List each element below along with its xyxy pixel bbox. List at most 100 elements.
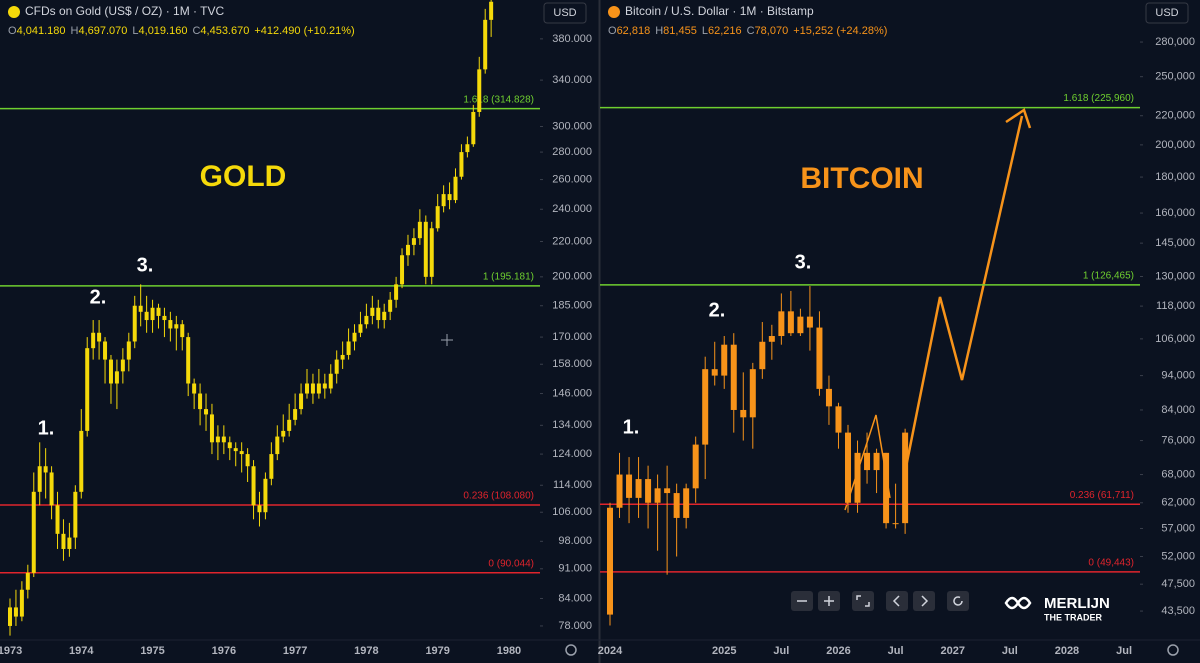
ohlc-item: 4,019.160 <box>139 25 188 37</box>
wave-label: 2. <box>709 299 726 321</box>
candle-body <box>845 432 851 503</box>
y-tick-label: 250,000 <box>1155 71 1195 83</box>
ohlc-item: 4,041.180 <box>17 25 66 37</box>
y-tick-label: 118,000 <box>1156 300 1195 312</box>
y-tick-label: 130,000 <box>1155 270 1195 282</box>
candle-body <box>825 388 832 407</box>
candle-body <box>67 537 72 549</box>
candle-body <box>120 359 125 372</box>
fib-label: 1 (195.181) <box>483 272 534 283</box>
scroll-right-button[interactable] <box>913 591 935 611</box>
candle-body <box>721 344 728 376</box>
y-tick-label: 124.000 <box>552 448 592 460</box>
currency-button[interactable] <box>543 2 587 24</box>
x-tick-label: 1976 <box>212 645 236 657</box>
wave-label: 1. <box>38 417 55 439</box>
chart-label: GOLD <box>200 160 287 193</box>
candle-body <box>352 332 357 342</box>
candle-body <box>429 228 434 277</box>
candle-body <box>293 409 298 420</box>
candle-body <box>251 466 256 506</box>
candle-body <box>108 359 113 384</box>
candle-body <box>126 341 131 360</box>
candle-body <box>25 572 30 590</box>
reset-button[interactable] <box>947 591 969 611</box>
candle-body <box>376 307 381 321</box>
x-tick-label: 1975 <box>140 645 164 657</box>
candle-body <box>441 194 446 207</box>
candle-body <box>692 444 699 489</box>
scroll-left-button[interactable] <box>886 591 908 611</box>
ohlc-line: O4,041.180 H4,697.070 L4,019.160 C4,453.670… <box>8 25 355 37</box>
candle-body <box>873 452 880 471</box>
candle-body <box>186 337 191 384</box>
x-tick-label: 2024 <box>598 645 623 657</box>
candle-body <box>114 371 119 384</box>
y-tick-label: 380.000 <box>552 33 592 45</box>
fib-label: 0 (49,443) <box>1088 558 1134 569</box>
candle-body <box>150 307 155 321</box>
ohlc-item: 4,453.670 <box>200 25 249 37</box>
ohlc-item: 81,455 <box>663 25 697 37</box>
y-tick-label: 47,500 <box>1161 578 1195 590</box>
ohlc-line: O62,818 H81,455 L62,216 C78,070 +15,252 (+24… <box>608 25 887 37</box>
y-tick-label: 68,000 <box>1161 468 1195 480</box>
candle-body <box>328 373 333 389</box>
x-tick-label: 1979 <box>425 645 449 657</box>
ohlc-item: 4,697.070 <box>78 25 127 37</box>
y-tick-label: 76,000 <box>1161 434 1195 446</box>
candle-body <box>797 316 804 334</box>
currency-button[interactable] <box>1145 2 1189 24</box>
chart-title: Bitcoin / U.S. Dollar · 1M · Bitstamp <box>625 4 814 18</box>
y-tick-label: 94,000 <box>1161 370 1195 382</box>
candle-body <box>806 316 813 328</box>
candle-body <box>607 507 613 615</box>
settings-icon[interactable] <box>1167 644 1179 656</box>
candle-body <box>138 305 143 312</box>
y-tick-label: 145,000 <box>1155 237 1195 249</box>
candle-body <box>8 607 12 626</box>
x-tick-label: 2028 <box>1055 645 1079 657</box>
candle-body <box>180 324 185 338</box>
candle-body <box>334 359 339 374</box>
candle-body <box>654 488 661 503</box>
wave-label: 3. <box>137 254 154 276</box>
fib-label: 0 (90.044) <box>488 558 534 569</box>
fit-button[interactable] <box>852 591 874 611</box>
candle-body <box>73 491 78 538</box>
candle-body <box>465 144 470 153</box>
candle-body <box>471 111 476 145</box>
candle-body <box>97 332 102 342</box>
y-tick-label: 134.000 <box>552 419 592 431</box>
candle-body <box>79 430 84 492</box>
candle-body <box>215 436 220 443</box>
currency-label: USD <box>553 7 576 19</box>
y-tick-label: 340.000 <box>552 74 592 86</box>
y-tick-label: 43,500 <box>1161 605 1195 617</box>
candle-body <box>453 176 458 201</box>
candle-body <box>340 354 345 360</box>
candle-body <box>174 324 179 329</box>
candle-body <box>257 505 262 513</box>
y-tick-label: 200.000 <box>552 271 592 283</box>
candle-body <box>740 409 747 418</box>
logo-tagline: THE TRADER <box>1044 612 1102 622</box>
candle-body <box>310 383 315 394</box>
candle-body <box>411 238 416 245</box>
y-tick-label: 260.000 <box>552 173 592 185</box>
x-tick-label: 1978 <box>354 645 378 657</box>
candle-body <box>192 383 197 394</box>
candle-body <box>227 442 232 449</box>
projection-line <box>903 115 1024 473</box>
y-tick-label: 158.000 <box>552 358 592 370</box>
settings-icon[interactable] <box>565 644 577 656</box>
candle-body <box>364 315 369 325</box>
candle-body <box>85 348 90 431</box>
y-tick-label: 84,000 <box>1161 404 1195 416</box>
candle-body <box>616 474 623 508</box>
candle-body <box>883 452 890 524</box>
candle-body <box>49 472 54 506</box>
toolbar-icons <box>797 595 963 607</box>
logo-name: MERLIJN <box>1044 595 1110 612</box>
